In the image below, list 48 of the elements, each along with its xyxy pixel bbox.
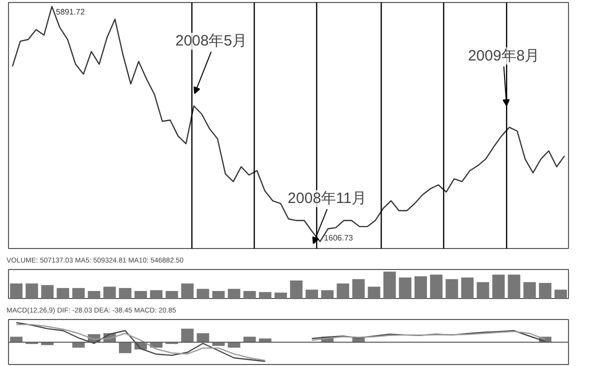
- bar: [134, 290, 147, 298]
- bar: [476, 282, 490, 298]
- bar: [212, 342, 225, 346]
- bar: [228, 288, 240, 298]
- bar: [368, 286, 380, 298]
- data-label: 1606.73: [324, 234, 354, 243]
- bar: [538, 282, 552, 298]
- bar: [243, 336, 256, 342]
- bar: [290, 280, 302, 298]
- bar: [228, 342, 240, 348]
- bar: [41, 285, 54, 298]
- bar: [398, 278, 412, 298]
- bar: [212, 290, 225, 298]
- bar: [196, 288, 210, 298]
- bar: [306, 290, 318, 298]
- bar: [321, 290, 334, 298]
- annotation: 2008年5月: [175, 32, 248, 50]
- bar: [243, 290, 256, 298]
- bar: [336, 283, 350, 298]
- bar: [181, 283, 194, 298]
- bar: [274, 292, 287, 298]
- annotation: 2008年11月: [288, 190, 367, 208]
- bar: [10, 283, 22, 298]
- bar: [196, 333, 210, 342]
- bar: [492, 274, 505, 298]
- bar: [523, 282, 536, 298]
- bar: [150, 290, 162, 298]
- bar: [414, 276, 427, 298]
- bar: [103, 286, 116, 298]
- bar: [446, 279, 458, 298]
- data-label: 5891.72: [56, 8, 86, 17]
- bar: [88, 290, 100, 298]
- annotation: 2009年8月: [468, 47, 540, 64]
- bar: [118, 342, 132, 354]
- bar: [430, 274, 442, 298]
- bar: [10, 336, 22, 342]
- bar: [352, 279, 365, 298]
- bar: [56, 288, 70, 298]
- bar: [166, 290, 178, 298]
- bar: [181, 328, 194, 342]
- bar: [508, 274, 520, 298]
- bar: [461, 278, 474, 298]
- bar: [383, 272, 396, 298]
- bar: [72, 288, 85, 298]
- bar: [118, 288, 132, 298]
- bar: [258, 292, 272, 298]
- bar: [26, 283, 38, 298]
- bar: [554, 290, 567, 298]
